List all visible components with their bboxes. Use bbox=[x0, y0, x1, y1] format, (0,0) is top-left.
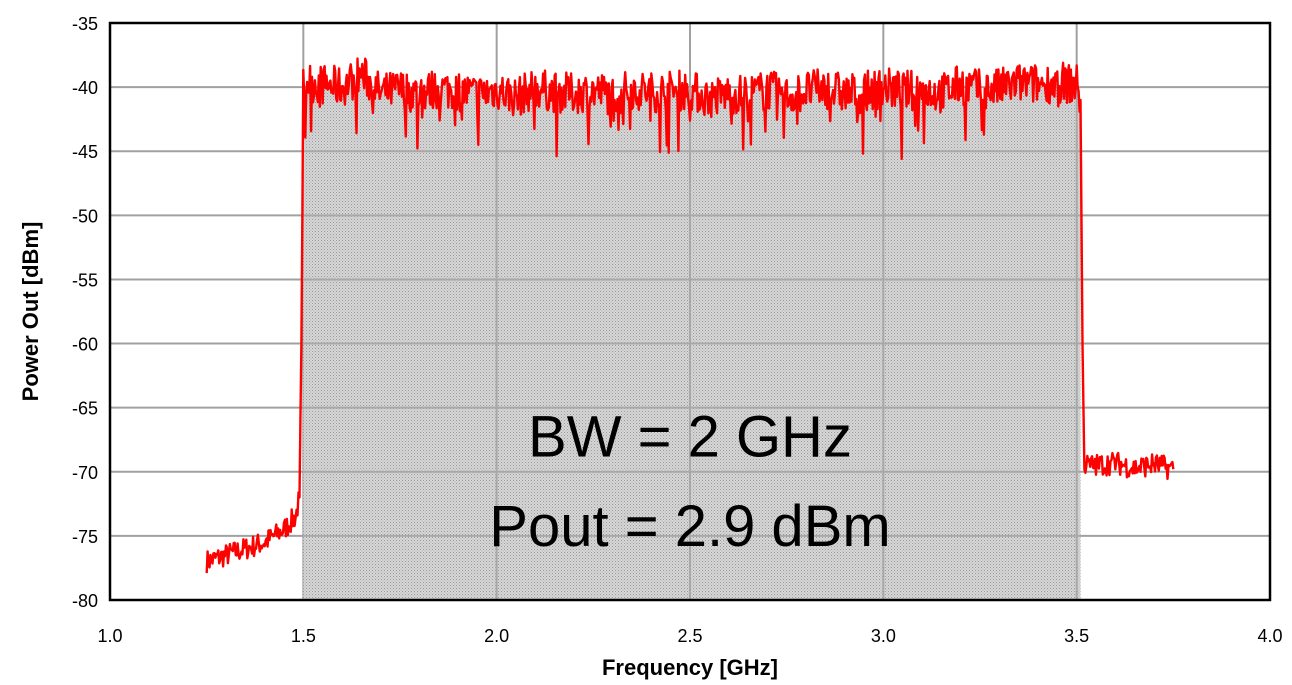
plot-frame bbox=[108, 21, 1272, 602]
series-line bbox=[205, 57, 1175, 574]
tick-labels: 1.0 1.5 2.0 2.5 3.0 3.5 4.0 -35 -40 -45 -50 -55 -60 -… bbox=[72, 14, 1283, 646]
y-tick-label: -60 bbox=[72, 335, 98, 355]
annotation-pout: Pout = 2.9 dBm bbox=[489, 494, 890, 559]
y-tick-label: -45 bbox=[72, 142, 98, 162]
y-tick-label: -75 bbox=[72, 527, 98, 547]
x-tick-label: 1.5 bbox=[291, 626, 316, 646]
x-tick-label: 4.0 bbox=[1257, 626, 1282, 646]
x-tick-label: 1.0 bbox=[97, 626, 122, 646]
series-layer bbox=[205, 57, 1175, 574]
y-tick-label: -65 bbox=[72, 399, 98, 419]
x-tick-label: 3.0 bbox=[871, 626, 896, 646]
y-tick-label: -55 bbox=[72, 270, 98, 290]
y-axis-title: Power Out [dBm] bbox=[18, 222, 43, 402]
y-tick-label: -70 bbox=[72, 463, 98, 483]
y-tick-label: -50 bbox=[72, 206, 98, 226]
x-tick-label: 3.5 bbox=[1064, 626, 1089, 646]
y-tick-label: -35 bbox=[72, 14, 98, 34]
x-tick-label: 2.5 bbox=[677, 626, 702, 646]
x-axis-title: Frequency [GHz] bbox=[602, 655, 778, 680]
x-tick-label: 2.0 bbox=[484, 626, 509, 646]
y-tick-label: -80 bbox=[72, 591, 98, 611]
y-tick-label: -40 bbox=[72, 78, 98, 98]
shaded-band-layer bbox=[303, 58, 1081, 601]
annotation-bandwidth: BW = 2 GHz bbox=[528, 404, 852, 469]
